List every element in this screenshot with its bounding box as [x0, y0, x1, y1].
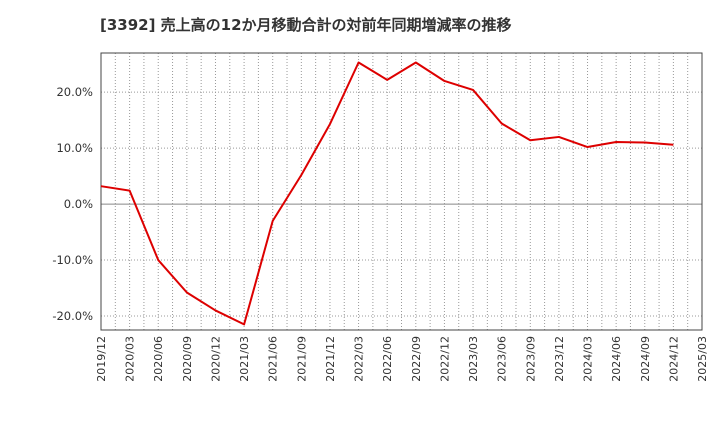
x-tick-label: 2023/03	[467, 336, 480, 382]
x-tick-label: 2022/06	[381, 336, 394, 382]
x-tick-label: 2020/06	[152, 336, 165, 382]
x-tick-label: 2023/12	[553, 336, 566, 382]
y-tick-label: 20.0%	[56, 85, 93, 99]
y-tick-label: -10.0%	[52, 253, 93, 267]
y-tick-label: 10.0%	[56, 141, 93, 155]
x-tick-label: 2023/09	[524, 336, 537, 382]
grid-layer	[100, 53, 703, 330]
series-line	[100, 61, 674, 326]
chart-title: [3392] 売上高の12か月移動合計の対前年同期増減率の推移	[100, 16, 512, 34]
x-tick-label: 2025/03	[696, 336, 709, 382]
plot-frame	[100, 52, 703, 331]
y-tick-label: 0.0%	[64, 197, 93, 211]
x-tick-label: 2020/12	[209, 336, 222, 382]
x-tick-label: 2024/03	[582, 336, 595, 382]
x-tick-label: 2023/06	[496, 336, 509, 382]
x-tick-label: 2021/06	[267, 336, 280, 382]
x-tick-label: 2020/09	[181, 336, 194, 382]
x-tick-label: 2024/12	[667, 336, 680, 382]
x-tick-label: 2021/03	[238, 336, 251, 382]
x-tick-label: 2020/03	[124, 336, 137, 382]
x-axis-ticks: 2019/12 2020/03 2020/06 2020/09 2020/12 2021/…	[95, 336, 709, 382]
x-tick-label: 2022/12	[438, 336, 451, 382]
series-layer	[100, 61, 674, 326]
y-axis-ticks: 20.0% 10.0% 0.0% -10.0% -20.0%	[52, 85, 93, 323]
x-tick-label: 2019/12	[95, 336, 108, 382]
y-tick-label: -20.0%	[52, 309, 93, 323]
x-tick-label: 2021/09	[295, 336, 308, 382]
x-tick-label: 2024/09	[639, 336, 652, 382]
x-tick-label: 2022/03	[353, 336, 366, 382]
x-tick-label: 2021/12	[324, 336, 337, 382]
x-tick-label: 2024/06	[610, 336, 623, 382]
x-tick-label: 2022/09	[410, 336, 423, 382]
